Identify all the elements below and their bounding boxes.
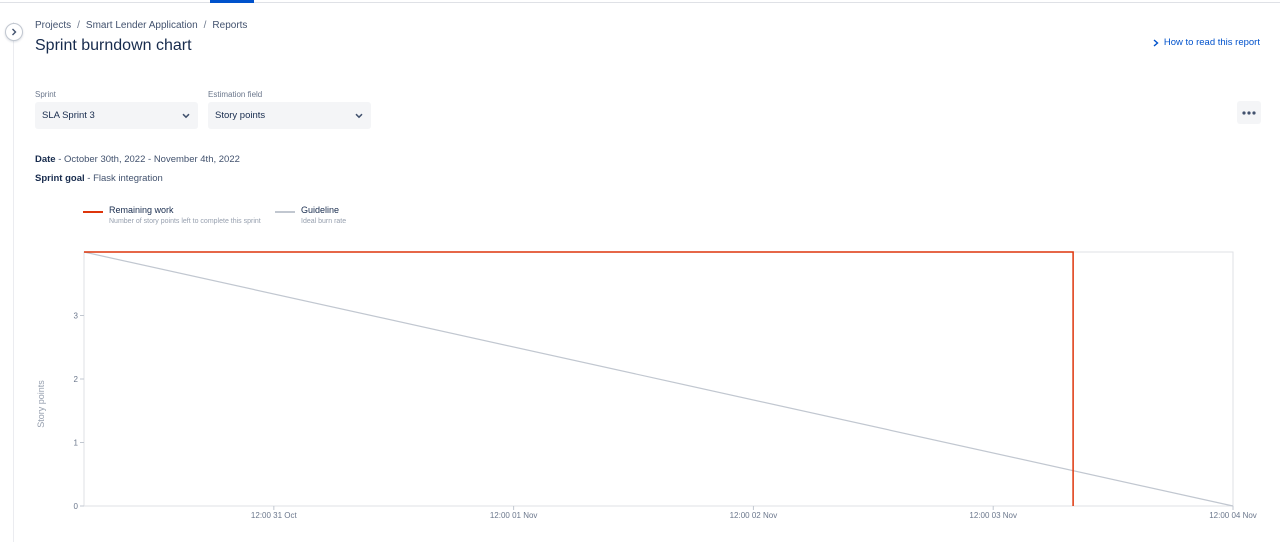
legend-guideline: Guideline Ideal burn rate — [275, 205, 346, 225]
legend-guideline-desc: Ideal burn rate — [301, 218, 347, 225]
top-nav-border — [0, 0, 1280, 3]
active-tab-indicator — [210, 0, 254, 3]
y-axis-tick-label: 0 — [74, 502, 79, 511]
sprint-goal-value: - Flask integration — [87, 173, 163, 184]
chevron-right-icon — [1153, 38, 1159, 47]
breadcrumb-separator: / — [203, 20, 207, 31]
estimation-field-select-value: Story points — [215, 110, 266, 121]
x-axis-tick-label: 12:00 03 Nov — [969, 511, 1017, 520]
y-axis-tick-label: 3 — [74, 312, 79, 321]
legend-swatch-guideline — [275, 211, 295, 213]
sprint-goal: Sprint goal - Flask integration — [35, 173, 163, 184]
sprint-date-value: - October 30th, 2022 - November 4th, 202… — [58, 154, 240, 165]
breadcrumb-project[interactable]: Smart Lender Application — [85, 20, 198, 31]
x-axis-tick-label: 12:00 01 Nov — [490, 511, 538, 520]
y-axis-tick-label: 2 — [74, 375, 79, 384]
more-horizontal-icon — [1242, 110, 1256, 115]
estimation-field-label: Estimation field — [208, 90, 263, 99]
sprint-date-label: Date — [35, 154, 56, 165]
breadcrumb-reports[interactable]: Reports — [212, 20, 248, 31]
sidebar-rail — [13, 22, 14, 542]
legend-remaining-work: Remaining work Number of story points le… — [83, 205, 261, 225]
sprint-select[interactable]: SLA Sprint 3 — [35, 102, 198, 129]
sprint-goal-label: Sprint goal — [35, 173, 85, 184]
x-axis-tick-label: 12:00 04 Nov — [1209, 511, 1257, 520]
sprint-label: Sprint — [35, 90, 56, 99]
legend-remaining-desc: Number of story points left to complete … — [109, 218, 261, 225]
estimation-field-select[interactable]: Story points — [208, 102, 371, 129]
sprint-select-value: SLA Sprint 3 — [42, 110, 95, 121]
chevron-down-icon — [355, 113, 363, 118]
breadcrumb-projects[interactable]: Projects — [35, 20, 72, 31]
legend-remaining-name: Remaining work — [109, 205, 174, 215]
more-actions-button[interactable] — [1237, 101, 1261, 124]
breadcrumb-separator: / — [77, 20, 80, 31]
series-line-remaining-work — [84, 251, 1074, 506]
y-axis-tick-label: 1 — [74, 439, 79, 448]
series-line-guideline — [83, 251, 1234, 507]
chevron-down-icon — [182, 113, 190, 118]
breadcrumb: Projects / Smart Lender Application / Re… — [35, 20, 247, 31]
x-axis-tick-label: 12:00 02 Nov — [730, 511, 778, 520]
chevron-right-icon — [12, 28, 17, 36]
sprint-date: Date - October 30th, 2022 - November 4th… — [35, 154, 240, 165]
how-to-read-report-link[interactable]: How to read this report — [1153, 37, 1260, 48]
expand-sidebar-button[interactable] — [5, 23, 23, 41]
page-title: Sprint burndown chart — [35, 37, 192, 54]
y-axis-label: Story points — [36, 380, 46, 428]
legend-guideline-name: Guideline — [301, 205, 340, 215]
x-axis-tick-label: 12:00 31 Oct — [251, 511, 298, 520]
legend-swatch-remaining — [83, 211, 103, 213]
how-to-read-report-label: How to read this report — [1163, 37, 1260, 48]
